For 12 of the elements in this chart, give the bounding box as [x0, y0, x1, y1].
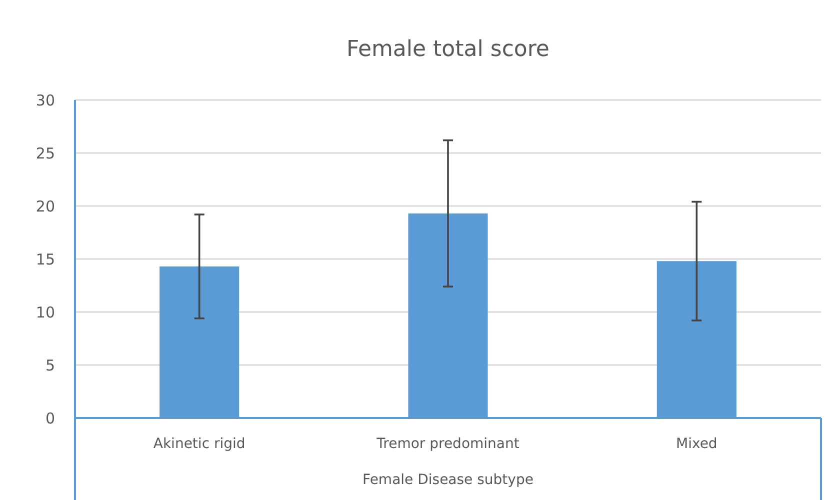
y-tick-label: 20 — [36, 197, 55, 216]
y-tick-label: 10 — [36, 303, 55, 322]
chart-title: Female total score — [346, 37, 550, 62]
x-axis-title: Female Disease subtype — [362, 472, 534, 488]
y-tick-label: 0 — [45, 409, 55, 428]
y-tick-label: 15 — [36, 250, 55, 268]
y-tick-label: 5 — [45, 356, 55, 374]
x-tick-label: Mixed — [676, 436, 718, 452]
x-tick-label: Tremor predominant — [376, 436, 520, 452]
y-tick-label: 30 — [36, 91, 55, 110]
x-tick-label: Akinetic rigid — [153, 436, 246, 452]
y-tick-label: 25 — [36, 144, 55, 162]
